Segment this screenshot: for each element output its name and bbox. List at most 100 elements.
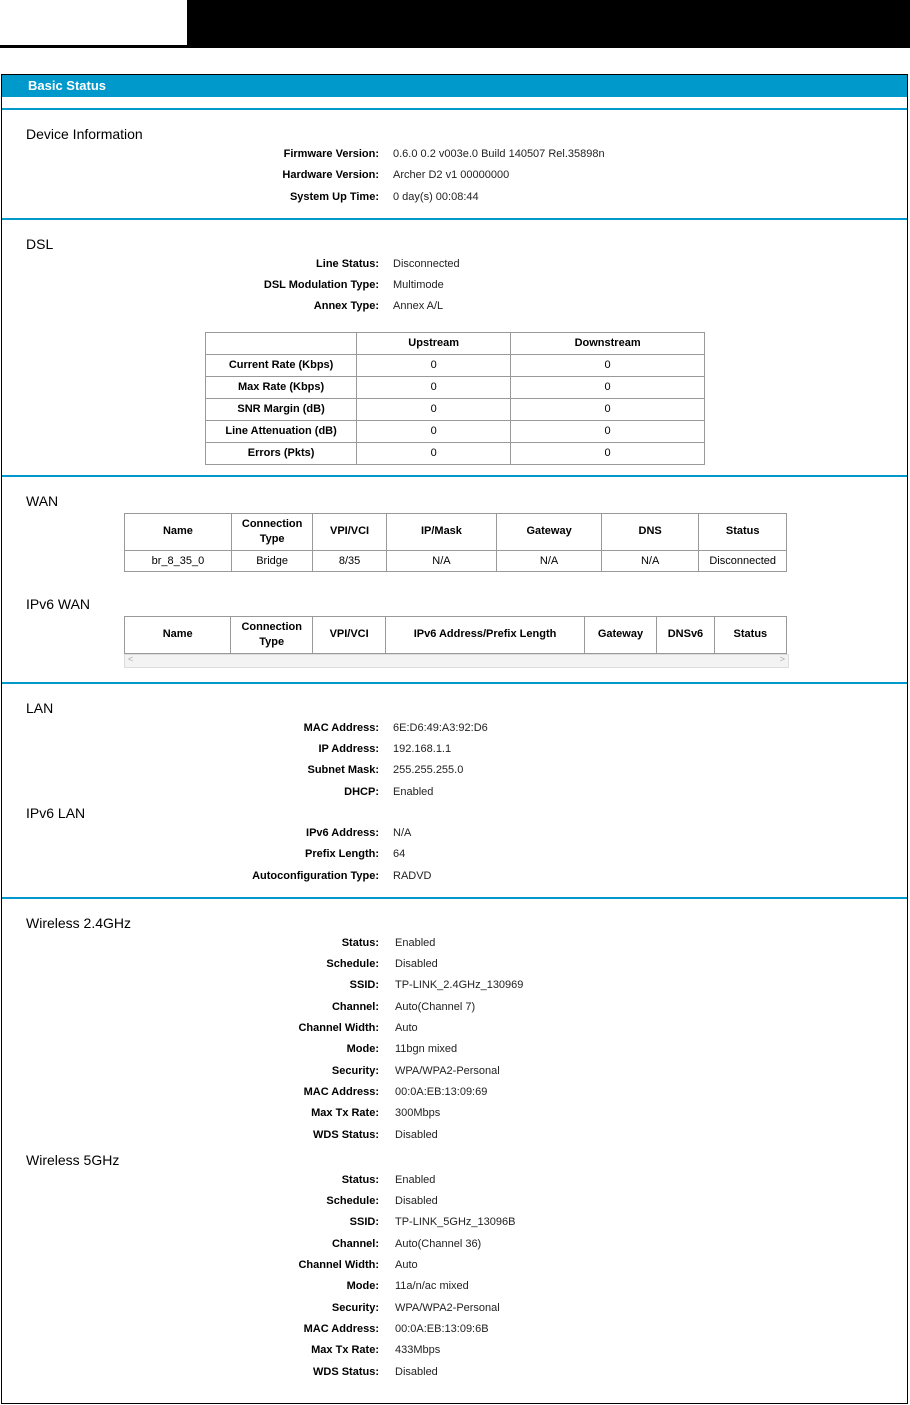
info-row: Schedule: Disabled (2, 1191, 907, 1212)
field-value: Disabled (395, 1365, 438, 1378)
field-value: Annex A/L (393, 300, 444, 313)
field-value: Archer D2 v1 00000000 (393, 169, 510, 182)
field-label: Channel Width: (298, 1022, 379, 1035)
dsl-table: Upstream Downstream Current Rate (Kbps) 0 0 M… (204, 331, 705, 465)
info-row: Max Tx Rate: 433Mbps (2, 1340, 907, 1361)
field-value: 11a/n/ac mixed (395, 1280, 469, 1293)
info-row: MAC Address: 6E:D6:49:A3:92:D6 (2, 718, 907, 739)
field-label: Line Status: (316, 257, 379, 270)
wan-table: Name Connection Type VPI/VCI IP/Mask Gateway… (124, 512, 787, 572)
scroll-right-icon[interactable]: > (779, 653, 785, 664)
info-row: Annex Type: Annex A/L (2, 296, 907, 317)
info-row: Security: WPA/WPA2-Personal (2, 1061, 907, 1082)
column-header: VPI/VCI (311, 615, 387, 654)
table-cell: 0 (356, 419, 512, 443)
field-label: SSID: (349, 1216, 379, 1229)
field-label: IP Address: (318, 743, 379, 756)
table-cell: 0 (356, 353, 512, 377)
column-header: IPv6 Address/Prefix Length (385, 615, 585, 654)
field-label: Schedule: (326, 1195, 379, 1208)
field-label: System Up Time: (289, 190, 379, 203)
table-cell: 0 (356, 441, 512, 465)
info-row: Mode: 11a/n/ac mixed (2, 1276, 907, 1297)
scroll-left-icon[interactable]: < (128, 653, 134, 664)
field-value: Disconnected (393, 257, 460, 270)
info-row: Subnet Mask: 255.255.255.0 (2, 760, 907, 781)
section-dsl: DSL Line Status: Disconnected DSL Modulati… (2, 217, 907, 475)
section-heading: Wireless 2.4GHz (26, 914, 132, 931)
field-label: Subnet Mask: (307, 764, 379, 777)
info-row: Security: WPA/WPA2-Personal (2, 1298, 907, 1319)
field-value: 300Mbps (395, 1107, 441, 1120)
column-header: Name (124, 512, 232, 551)
field-value: Auto(Channel 36) (395, 1237, 482, 1250)
column-header: DNSv6 (656, 615, 715, 654)
column-header: Gateway (583, 615, 658, 654)
column-header: Name (123, 615, 232, 654)
info-row: System Up Time: 0 day(s) 00:08:44 (2, 187, 907, 208)
table-cell: N/A (600, 549, 700, 572)
info-row: Line Status: Disconnected (2, 254, 907, 275)
field-value: 433Mbps (395, 1344, 441, 1357)
section-heading: IPv6 WAN (26, 595, 91, 612)
field-value: Auto (395, 1022, 418, 1035)
field-value: Enabled (395, 1173, 436, 1186)
field-label: Channel: (331, 1237, 379, 1250)
field-label: MAC Address: (303, 721, 379, 734)
table-cell: 0 (510, 375, 705, 399)
field-value: 0.6.0 0.2 v003e.0 Build 140507 Rel.35898… (393, 148, 605, 160)
info-row: Channel Width: Auto (2, 1255, 907, 1276)
column-header: IP/Mask (385, 512, 498, 551)
info-row: MAC Address: 00:0A:EB:13:09:69 (2, 1082, 907, 1103)
field-label: Security: (331, 1301, 379, 1314)
table-cell: 0 (356, 375, 512, 399)
field-value: TP-LINK_2.4GHz_130969 (395, 979, 524, 992)
ipv6-wan-table: Name Connection Type VPI/VCI IPv6 Address/P… (123, 615, 788, 654)
table-cell: SNR Margin (dB) (204, 397, 358, 421)
field-label: WDS Status: (313, 1128, 379, 1141)
table-cell: 0 (510, 397, 705, 421)
info-row: IPv6 Address: N/A (2, 823, 907, 844)
field-label: Status: (341, 936, 379, 949)
column-header (204, 331, 358, 355)
field-value: Disabled (395, 958, 438, 971)
info-row: DSL Modulation Type: Multimode (2, 275, 907, 296)
field-label: MAC Address: (303, 1085, 379, 1098)
field-label: Channel: (331, 1000, 379, 1013)
info-row: Schedule: Disabled (2, 954, 907, 975)
field-label: Security: (331, 1064, 379, 1077)
table-cell: N/A (496, 549, 602, 572)
info-row: WDS Status: Disabled (2, 1125, 907, 1146)
info-row: Firmware Version: 0.6.0 0.2 v003e.0 Build… (2, 144, 907, 165)
info-row: SSID: TP-LINK_5GHz_13096B (2, 1212, 907, 1233)
field-value: Enabled (395, 936, 436, 949)
horizontal-scrollbar[interactable]: < > (124, 653, 789, 668)
field-value: TP-LINK_5GHz_13096B (395, 1216, 516, 1229)
info-row: Channel: Auto(Channel 36) (2, 1234, 907, 1255)
section-heading: LAN (26, 699, 54, 716)
field-value: Multimode (393, 279, 444, 292)
field-value: Enabled (393, 785, 434, 798)
section-wireless: Wireless 2.4GHz Status: Enabled Schedule: D… (2, 896, 907, 1393)
section-wan: WAN Name Connection Type VPI/VCI IP/Mask Gat… (2, 474, 907, 682)
field-value: 192.168.1.1 (393, 743, 452, 756)
field-label: Max Tx Rate: (311, 1107, 379, 1120)
field-label: Autoconfiguration Type: (252, 869, 379, 882)
field-label: MAC Address: (303, 1322, 379, 1335)
info-row: IP Address: 192.168.1.1 (2, 739, 907, 760)
field-label: Prefix Length: (305, 848, 379, 861)
field-label: Hardware Version: (282, 169, 379, 182)
column-header: Status (713, 615, 788, 654)
column-header: Status (698, 512, 787, 551)
field-label: Firmware Version: (283, 148, 379, 160)
field-label: IPv6 Address: (306, 826, 379, 839)
info-row: Prefix Length: 64 (2, 844, 907, 865)
panel-title: Basic Status (2, 75, 907, 97)
field-label: DSL Modulation Type: (263, 279, 379, 292)
field-value: 00:0A:EB:13:09:6B (395, 1322, 489, 1335)
table-cell: Bridge (230, 549, 314, 572)
table-row: Errors (Pkts) 0 0 (204, 441, 705, 465)
info-row: Max Tx Rate: 300Mbps (2, 1103, 907, 1124)
field-value: 255.255.255.0 (393, 764, 464, 777)
section-heading: DSL (26, 235, 54, 252)
